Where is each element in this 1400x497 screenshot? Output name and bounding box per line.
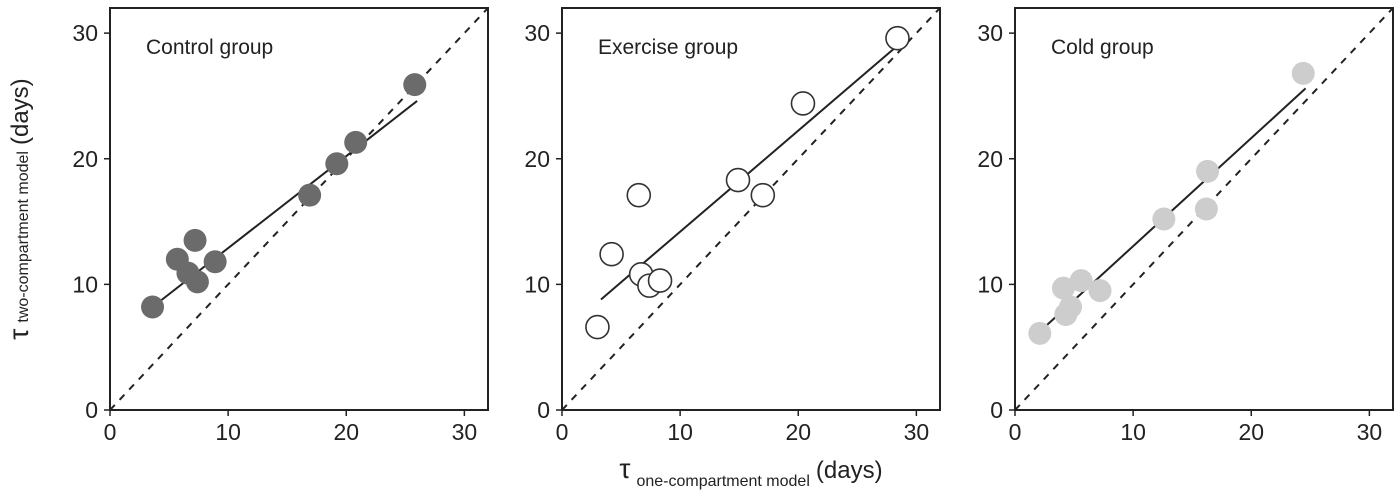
x-tick-label: 10 bbox=[667, 419, 693, 445]
data-point bbox=[647, 268, 673, 293]
plot-frame bbox=[561, 7, 941, 411]
identity-line bbox=[561, 7, 941, 411]
y-tick-label: 20 bbox=[524, 146, 550, 172]
y-tick-label: 0 bbox=[85, 397, 98, 423]
data-point bbox=[1291, 61, 1315, 85]
x-tick-label: 10 bbox=[1120, 419, 1146, 445]
data-point bbox=[298, 183, 322, 207]
axis-label: τ one-compartment model (days) bbox=[619, 453, 882, 490]
panel-title: Cold group bbox=[1051, 36, 1154, 59]
data-point bbox=[403, 73, 427, 97]
y-tick-label: 0 bbox=[537, 397, 550, 423]
axis-subscript: two-compartment model bbox=[15, 151, 32, 323]
data-point bbox=[183, 228, 207, 252]
x-tick-label: 30 bbox=[904, 419, 930, 445]
data-point bbox=[585, 314, 610, 340]
axis-symbol: τ bbox=[619, 453, 630, 484]
data-point bbox=[599, 241, 624, 267]
x-tick-label: 0 bbox=[104, 419, 117, 445]
x-tick-label: 20 bbox=[1238, 419, 1264, 445]
x-tick-label: 0 bbox=[556, 419, 569, 445]
data-point bbox=[1028, 321, 1052, 345]
data-point bbox=[1194, 197, 1218, 221]
data-point bbox=[1088, 279, 1112, 303]
y-tick-label: 10 bbox=[524, 271, 550, 297]
y-tick-label: 10 bbox=[977, 271, 1003, 297]
y-tick-label: 10 bbox=[72, 271, 98, 297]
plot-frame bbox=[1014, 7, 1394, 411]
x-tick-label: 30 bbox=[452, 419, 478, 445]
axis-subscript: one-compartment model bbox=[636, 473, 809, 490]
x-tick-label: 10 bbox=[215, 419, 241, 445]
data-point bbox=[1059, 295, 1083, 319]
axis-label: τ two-compartment model (days) bbox=[3, 78, 34, 339]
y-tick-label: 0 bbox=[990, 397, 1003, 423]
fit-line bbox=[600, 44, 899, 301]
data-point bbox=[750, 182, 776, 208]
x-tick-label: 20 bbox=[785, 419, 811, 445]
y-tick-label: 30 bbox=[524, 20, 550, 46]
plot-frame bbox=[109, 7, 489, 411]
y-tick-label: 20 bbox=[977, 146, 1003, 172]
data-point bbox=[185, 270, 209, 294]
data-point bbox=[885, 25, 910, 51]
x-tick-label: 20 bbox=[333, 419, 359, 445]
y-tick-label: 20 bbox=[72, 146, 98, 172]
data-point bbox=[790, 91, 816, 116]
data-point bbox=[1152, 207, 1176, 231]
axis-symbol: τ bbox=[3, 329, 34, 340]
panel-title: Control group bbox=[146, 36, 273, 59]
data-point bbox=[344, 130, 368, 154]
data-point bbox=[1069, 269, 1093, 293]
y-tick-label: 30 bbox=[72, 20, 98, 46]
data-point bbox=[141, 295, 165, 319]
y-tick-label: 30 bbox=[977, 20, 1003, 46]
x-tick-label: 0 bbox=[1009, 419, 1022, 445]
data-point bbox=[626, 182, 652, 208]
identity-line bbox=[109, 7, 489, 411]
data-point bbox=[1196, 159, 1220, 183]
axis-unit: (days) bbox=[7, 78, 34, 145]
x-tick-label: 30 bbox=[1357, 419, 1383, 445]
panel-title: Exercise group bbox=[598, 36, 738, 59]
data-point bbox=[1051, 276, 1075, 300]
data-point bbox=[325, 152, 349, 176]
data-point bbox=[725, 167, 751, 193]
data-point bbox=[203, 250, 227, 274]
axis-unit: (days) bbox=[816, 457, 883, 484]
